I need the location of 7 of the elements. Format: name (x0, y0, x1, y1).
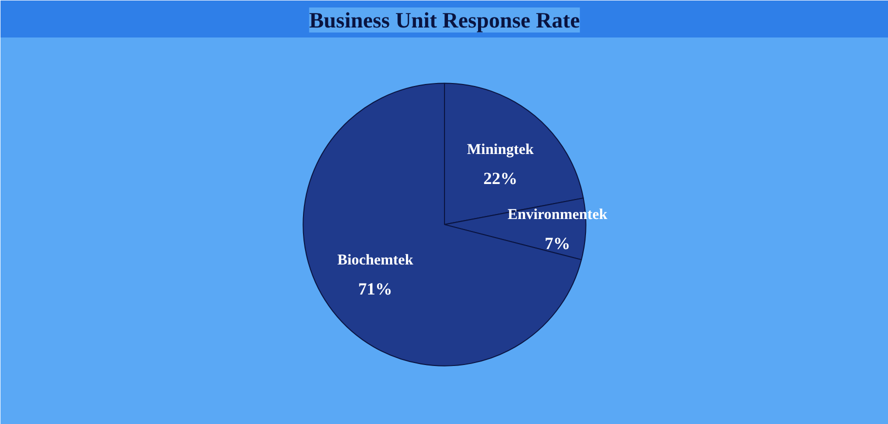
data-label: 71% (358, 280, 392, 299)
data-label: 7% (544, 234, 570, 253)
data-label: 22% (483, 168, 518, 188)
slice-label: Miningtek (467, 142, 534, 158)
slice-label: Environmentek (508, 206, 608, 223)
slice-label: Biochemtek (337, 252, 414, 269)
chart-title: Business Unit Response Rate (309, 8, 580, 32)
